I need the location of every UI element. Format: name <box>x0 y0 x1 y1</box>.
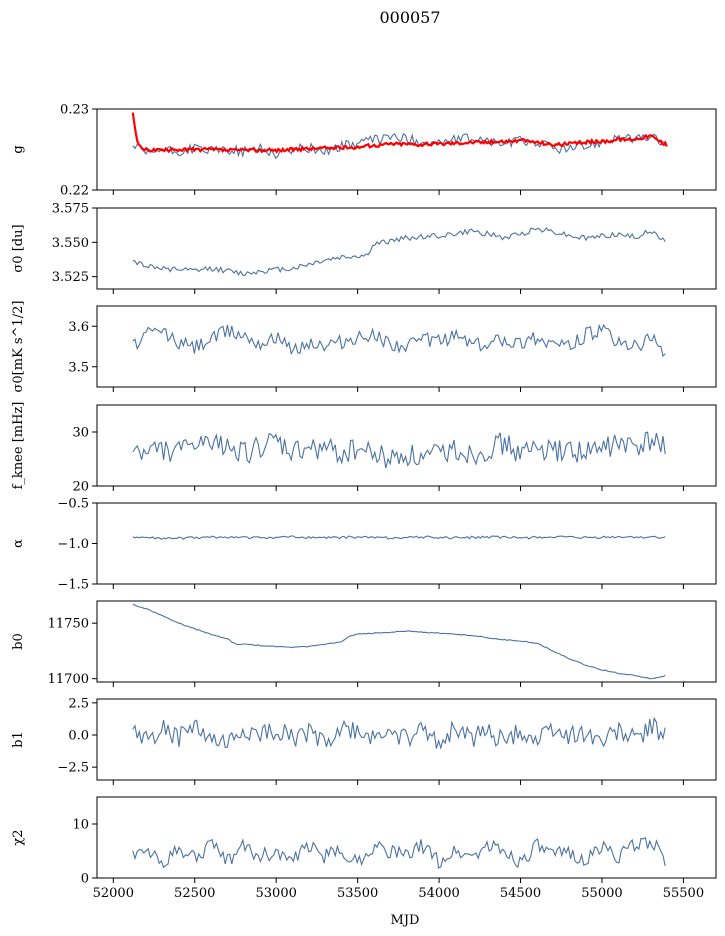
y-tick-label: 3.550 <box>52 236 89 251</box>
x-tick-label: 55000 <box>581 886 622 901</box>
panel-5: −1.5 −1.0 −0.5 α <box>11 497 717 593</box>
data-line <box>132 227 666 276</box>
x-axis-label: MJD <box>391 913 420 928</box>
x-tick-label: 54000 <box>418 886 459 901</box>
y-tick-label: 0.23 <box>60 103 89 118</box>
x-tick-label: 55500 <box>663 886 704 901</box>
y-tick-label: 20 <box>72 480 89 495</box>
data-line <box>132 716 666 750</box>
y-axis-label: σ0[mK s^1/2] <box>11 301 26 393</box>
data-line <box>132 836 666 869</box>
y-axis-label: g <box>11 145 26 153</box>
y-tick-label: −2.5 <box>57 761 89 776</box>
axes-frame <box>96 796 717 879</box>
y-tick-label: 3.6 <box>68 320 89 335</box>
y-tick-label: 3.525 <box>52 270 89 285</box>
y-tick-label: 3.5 <box>68 360 89 375</box>
x-tick-label: 52000 <box>93 886 134 901</box>
axes-frame <box>96 502 717 585</box>
x-tick-label: 53000 <box>256 886 297 901</box>
data-line <box>132 132 666 160</box>
panel-8: 0 10 52000 52500 53000 53500 54000 54500 55000 55… <box>11 796 717 901</box>
panel-1: 0.22 0.23 g <box>11 103 717 199</box>
panel-6: 11700 11750 b0 <box>11 600 717 687</box>
x-tick-label: 52500 <box>174 886 215 901</box>
y-tick-label: 30 <box>72 426 89 441</box>
axes-frame <box>96 698 717 781</box>
x-tick-label: 53500 <box>337 886 378 901</box>
panel-2: 3.525 3.550 3.575 σ0 [du] <box>11 202 717 294</box>
data-line <box>132 603 666 680</box>
y-tick-label: 10 <box>72 818 89 833</box>
figure-title: 000057 <box>379 8 440 27</box>
axes-frame <box>96 305 717 388</box>
y-tick-label: 11700 <box>48 672 89 687</box>
x-tick-label: 54500 <box>500 886 541 901</box>
fit-line <box>131 112 668 154</box>
data-line <box>132 323 666 358</box>
data-line <box>132 535 666 540</box>
axes-frame <box>96 404 717 487</box>
axes-frame <box>96 600 717 683</box>
y-tick-label: 0 <box>81 872 89 887</box>
panel-7: −2.5 0.0 2.5 b1 <box>11 696 717 785</box>
y-axis-label: α <box>11 539 26 548</box>
y-tick-label: 2.5 <box>68 696 89 711</box>
y-axis-label: b0 <box>11 633 26 650</box>
y-axis-label: χ2 <box>11 829 26 845</box>
y-tick-label: −0.5 <box>57 497 89 512</box>
y-tick-label: −1.5 <box>57 578 89 593</box>
y-axis-label: σ0 [du] <box>11 224 26 272</box>
y-tick-label: 11750 <box>48 617 89 632</box>
axes-frame <box>96 108 717 191</box>
panel-4: 20 30 f_knee [mHz] <box>11 402 717 495</box>
panels: 0.22 0.23 g 3.525 3.550 3.575 σ0 [du] 3.5 3.6 σ0[… <box>11 103 717 901</box>
panel-3: 3.5 3.6 σ0[mK s^1/2] <box>11 301 717 393</box>
y-axis-label: b1 <box>11 731 26 748</box>
y-tick-label: 3.575 <box>52 202 89 217</box>
axes-frame <box>96 207 717 290</box>
y-axis-label: f_knee [mHz] <box>11 402 26 490</box>
y-tick-label: −1.0 <box>57 537 89 552</box>
data-line <box>132 431 666 469</box>
y-tick-label: 0.0 <box>68 729 89 744</box>
y-tick-label: 0.22 <box>60 184 89 199</box>
